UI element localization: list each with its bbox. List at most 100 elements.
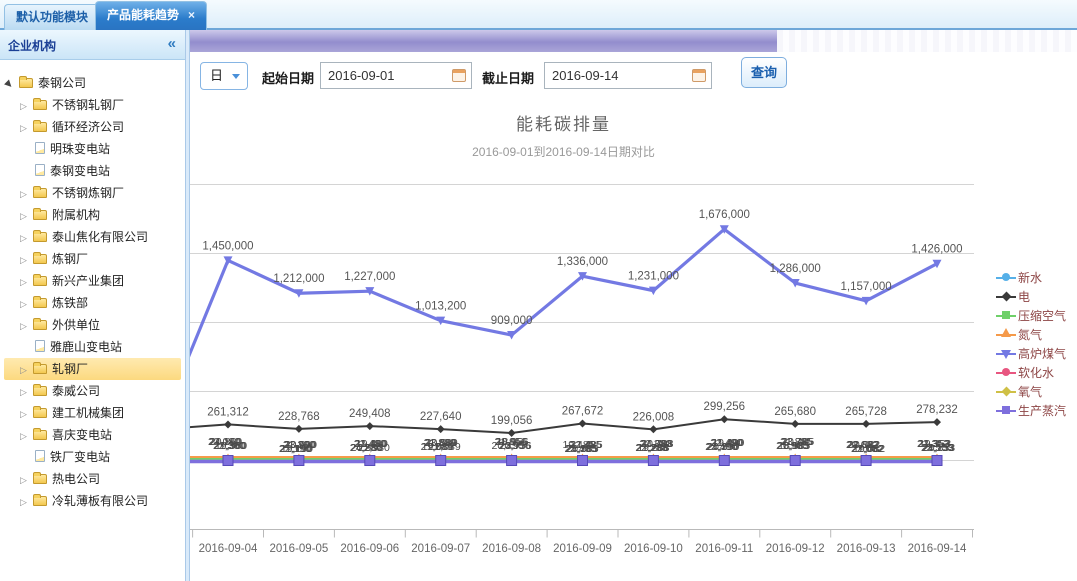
calendar-icon[interactable] <box>692 69 706 82</box>
data-point-marker[interactable] <box>578 419 587 428</box>
expand-node-icon[interactable]: ▷ <box>20 409 27 419</box>
tree-item[interactable]: ▷ 循环经济公司 <box>4 116 181 138</box>
tree-item[interactable]: ▷ 热电公司 <box>4 468 181 490</box>
expand-node-icon[interactable]: ▷ <box>20 189 27 199</box>
legend-item[interactable]: 高炉煤气 <box>996 344 1077 363</box>
tree-item[interactable]: ▷ 不锈钢炼钢厂 <box>4 182 181 204</box>
data-point-marker[interactable] <box>931 455 943 466</box>
tree-item[interactable]: ▷ 泰山焦化有限公司 <box>4 226 181 248</box>
legend-item[interactable]: 压缩空气 <box>996 306 1077 325</box>
legend-marker <box>996 306 1016 325</box>
data-point-marker[interactable] <box>222 455 234 466</box>
collapse-sidebar-icon[interactable]: « <box>167 35 176 52</box>
data-point-marker[interactable] <box>293 455 305 466</box>
legend-label: 高炉煤气 <box>1018 347 1067 361</box>
tree-item[interactable]: ▷ 泰威公司 <box>4 380 181 402</box>
tree-item[interactable]: ▷ 新兴产业集团 <box>4 270 181 292</box>
data-point-marker[interactable] <box>223 256 233 265</box>
data-point-marker[interactable] <box>435 455 447 466</box>
expand-node-icon[interactable]: ▷ <box>20 101 27 111</box>
query-button[interactable]: 查询 <box>741 57 787 88</box>
data-point-marker[interactable] <box>862 419 871 428</box>
data-point-marker[interactable] <box>647 455 659 466</box>
tree-item[interactable]: ▷ 炼铁部 <box>4 292 181 314</box>
collapse-node-icon[interactable]: ▶ <box>3 78 16 90</box>
overlapping-data-label: 20,980 <box>351 442 383 454</box>
tree-item[interactable]: ▷ 附属机构 <box>4 204 181 226</box>
granularity-select[interactable]: 日 <box>200 62 248 90</box>
expand-node-icon[interactable]: ▷ <box>20 123 27 133</box>
expand-node-icon[interactable]: ▷ <box>20 387 27 397</box>
data-point-marker[interactable] <box>436 316 446 326</box>
data-point-marker[interactable] <box>649 425 658 434</box>
data-point-marker[interactable] <box>577 455 588 466</box>
data-point-marker[interactable] <box>861 296 871 306</box>
expand-node-icon[interactable]: ▷ <box>20 475 27 485</box>
expand-node-icon[interactable]: ▷ <box>20 431 27 441</box>
tab-default-modules[interactable]: 默认功能模块 <box>4 4 101 30</box>
panel-splitter[interactable] <box>185 30 190 581</box>
tree-item[interactable]: 雅鹿山变电站 <box>4 336 181 358</box>
legend-marker <box>996 382 1016 401</box>
legend-item[interactable]: 电 <box>996 287 1077 306</box>
tree-item[interactable]: 铁厂变电站 <box>4 446 181 468</box>
overlapping-data-label: 19,082 <box>853 443 885 455</box>
legend-item[interactable]: 软化水 <box>996 363 1077 382</box>
data-point-marker[interactable] <box>860 455 872 466</box>
data-point-marker[interactable] <box>224 420 232 429</box>
tree-item[interactable]: ▷ 喜庆变电站 <box>4 424 181 446</box>
expand-node-icon[interactable]: ▷ <box>20 255 27 265</box>
expand-node-icon[interactable]: ▷ <box>20 365 27 375</box>
expand-node-icon[interactable]: ▷ <box>20 211 27 221</box>
data-point-marker[interactable] <box>294 424 303 433</box>
expand-node-icon[interactable]: ▷ <box>20 321 27 331</box>
expand-node-icon[interactable]: ▷ <box>20 299 27 309</box>
legend-marker <box>996 325 1016 344</box>
data-label: 278,232 <box>916 404 958 416</box>
data-point-marker[interactable] <box>791 419 800 428</box>
data-point-marker[interactable] <box>720 415 729 424</box>
data-point-marker[interactable] <box>578 272 587 281</box>
tree-item[interactable]: ▷ 轧钢厂 <box>4 358 181 380</box>
data-point-marker[interactable] <box>790 279 800 288</box>
tree-item[interactable]: ▷ 冷轧薄板有限公司 <box>4 490 181 512</box>
expand-node-icon[interactable]: ▷ <box>20 497 27 507</box>
tree-item[interactable]: 泰钢变电站 <box>4 160 181 182</box>
tree-item[interactable]: ▶ 泰钢公司 <box>3 72 181 94</box>
legend-item[interactable]: 氧气 <box>996 382 1077 401</box>
data-point-marker[interactable] <box>365 287 375 296</box>
legend-item[interactable]: 生产蒸汽 <box>996 401 1077 420</box>
tree-item[interactable]: 明珠变电站 <box>4 138 181 160</box>
legend-item[interactable]: 新水 <box>996 268 1077 287</box>
data-point-marker[interactable] <box>648 286 658 296</box>
start-date-input[interactable]: 2016-09-01 <box>320 62 472 89</box>
expand-node-icon[interactable]: ▷ <box>20 233 27 243</box>
data-point-marker[interactable] <box>718 455 730 466</box>
data-point-marker[interactable] <box>365 422 374 431</box>
tree-item-label: 不锈钢炼钢厂 <box>52 186 125 200</box>
data-point-marker[interactable] <box>719 225 729 234</box>
data-point-marker[interactable] <box>506 455 518 466</box>
expand-node-icon[interactable]: ▷ <box>20 277 27 287</box>
chart-plot: 2016-09-04 2016-09-05 2016-09-06 2016-09-07… <box>190 184 974 555</box>
legend-item[interactable]: 氮气 <box>996 325 1077 344</box>
data-point-marker[interactable] <box>507 429 516 438</box>
calendar-icon[interactable] <box>452 69 466 82</box>
data-point-marker[interactable] <box>294 289 304 298</box>
tree-item[interactable]: ▷ 外供单位 <box>4 314 181 336</box>
legend-marker <box>996 363 1016 382</box>
tree-item[interactable]: ▷ 炼钢厂 <box>4 248 181 270</box>
tab-product-energy-trend[interactable]: 产品能耗趋势 × <box>95 1 208 30</box>
data-point-marker[interactable] <box>507 331 517 340</box>
data-point-marker[interactable] <box>932 259 942 269</box>
data-point-marker[interactable] <box>436 425 445 434</box>
tree-item[interactable]: ▷ 建工机械集团 <box>4 402 181 424</box>
end-date-input[interactable]: 2016-09-14 <box>544 62 712 89</box>
tree-item[interactable]: ▷ 不锈钢轧钢厂 <box>4 94 181 116</box>
data-label: 265,728 <box>845 406 887 418</box>
data-point-marker[interactable] <box>933 418 941 427</box>
data-point-marker[interactable] <box>364 455 376 466</box>
close-tab-icon[interactable]: × <box>188 8 196 22</box>
data-point-marker[interactable] <box>789 455 801 466</box>
